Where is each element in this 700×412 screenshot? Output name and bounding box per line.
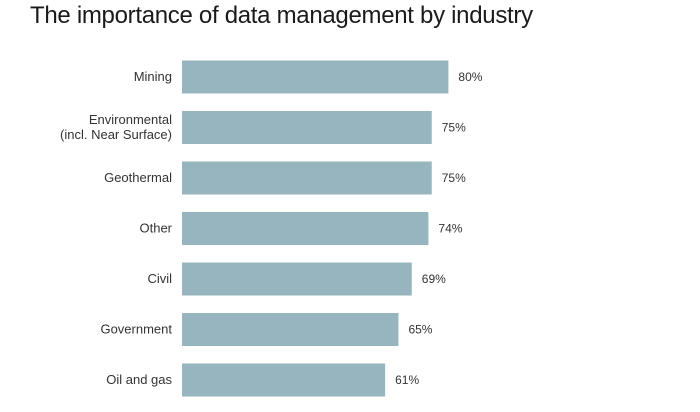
value-label-6: 61%	[395, 373, 419, 387]
category-label-4: Civil	[147, 271, 172, 286]
value-label-5: 65%	[408, 323, 432, 337]
category-label-2: Geothermal	[104, 170, 172, 185]
category-label-6: Oil and gas	[106, 372, 172, 387]
value-label-4: 69%	[422, 272, 446, 286]
category-label-0: Mining	[134, 69, 172, 84]
value-label-3: 74%	[438, 222, 462, 236]
category-label-line: (incl. Near Surface)	[60, 127, 172, 142]
bar-3	[182, 212, 429, 245]
bar-4	[182, 262, 412, 296]
bar-0	[182, 60, 449, 94]
category-label-line: Geothermal	[104, 170, 172, 185]
category-label-line: Oil and gas	[106, 372, 172, 387]
category-label-line: Civil	[147, 271, 172, 286]
bar-1	[182, 111, 432, 144]
category-label-1: Environmental (incl. Near Surface)	[60, 112, 172, 142]
bar-2	[182, 161, 432, 195]
category-label-line: Environmental	[89, 112, 172, 127]
category-label-line: Government	[100, 322, 172, 337]
value-label-0: 80%	[458, 70, 482, 84]
category-label-5: Government	[100, 322, 172, 337]
bar-6	[182, 363, 386, 397]
category-label-line: Other	[139, 221, 172, 236]
category-label-3: Other	[139, 221, 172, 236]
category-label-line: Mining	[134, 69, 172, 84]
bar-5	[182, 313, 399, 346]
value-label-2: 75%	[442, 171, 466, 185]
chart-title: The importance of data management by ind…	[30, 2, 533, 29]
value-label-1: 75%	[442, 121, 466, 135]
